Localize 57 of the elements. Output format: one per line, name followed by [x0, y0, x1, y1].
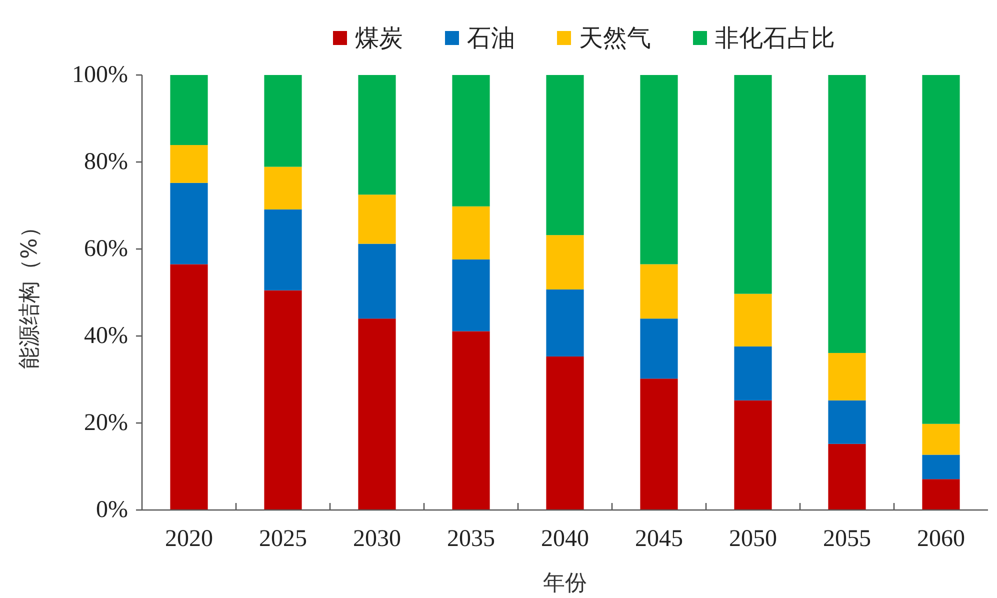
bar	[922, 454, 960, 480]
bar	[734, 346, 772, 400]
bar	[640, 264, 678, 319]
bar	[358, 194, 396, 244]
bar	[922, 479, 960, 510]
x-tick-label: 2040	[541, 526, 589, 552]
bar	[546, 289, 584, 356]
bar	[546, 235, 584, 290]
bar	[452, 331, 490, 510]
x-tick-label: 2045	[635, 526, 683, 552]
bar	[828, 352, 866, 400]
x-tick-label: 2025	[259, 526, 307, 552]
bar	[828, 444, 866, 510]
bar	[264, 166, 302, 210]
bar	[452, 206, 490, 260]
bar	[170, 75, 208, 146]
bar	[922, 75, 960, 424]
x-tick-label: 2020	[165, 526, 213, 552]
bar	[734, 75, 772, 294]
x-tick-label: 2035	[447, 526, 495, 552]
bar	[828, 400, 866, 444]
bar	[170, 264, 208, 510]
legend-label: 天然气	[579, 24, 651, 52]
y-tick-label: 40%	[84, 323, 128, 349]
y-axis-title: 能源结构（%）	[18, 216, 42, 369]
bar	[640, 318, 678, 379]
legend-label: 石油	[467, 24, 515, 52]
x-axis-title: 年份	[543, 571, 587, 596]
x-tick-label: 2055	[823, 526, 871, 552]
bar	[358, 318, 396, 510]
y-tick-label: 20%	[84, 410, 128, 436]
x-tick-label: 2050	[729, 526, 777, 552]
bar	[358, 75, 396, 195]
bar	[640, 378, 678, 510]
bar	[922, 424, 960, 455]
y-tick-label: 100%	[72, 62, 128, 88]
x-tick-label: 2060	[917, 526, 965, 552]
bar	[734, 294, 772, 346]
bar	[546, 356, 584, 510]
legend-label: 煤炭	[355, 24, 403, 52]
y-tick-label: 0%	[96, 497, 128, 523]
y-tick-label: 80%	[84, 149, 128, 175]
bar	[452, 75, 490, 206]
bar	[358, 244, 396, 319]
bar	[640, 75, 678, 264]
bar	[170, 145, 208, 183]
bar	[264, 290, 302, 510]
bar	[264, 209, 302, 290]
bar	[828, 75, 866, 353]
bar	[546, 75, 584, 236]
bar	[170, 182, 208, 264]
x-tick-label: 2030	[353, 526, 401, 552]
y-tick-label: 60%	[84, 236, 128, 262]
bar	[452, 259, 490, 332]
bar	[734, 400, 772, 510]
bar	[264, 75, 302, 167]
legend-label: 非化石占比	[715, 24, 835, 52]
